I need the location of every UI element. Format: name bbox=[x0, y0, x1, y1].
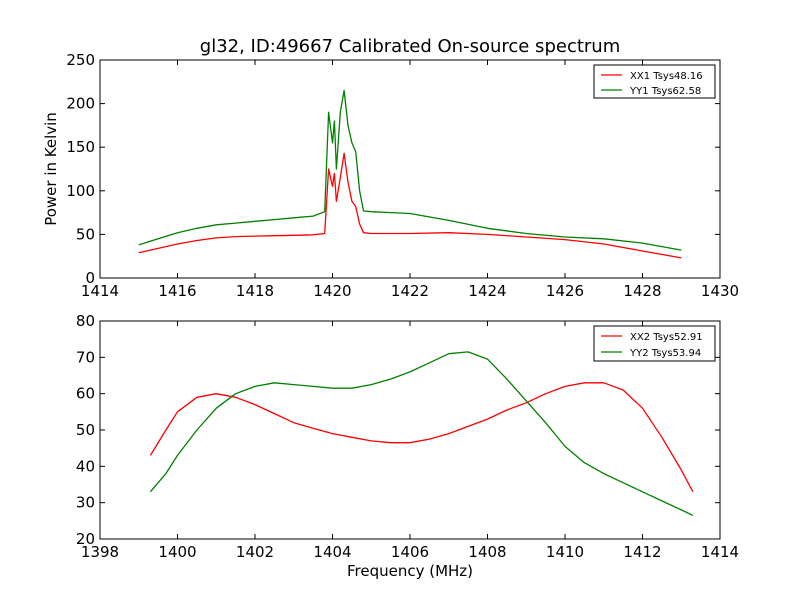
bottom-y-tick-label: 60 bbox=[76, 385, 95, 403]
top-x-tick-label: 1426 bbox=[546, 282, 584, 300]
top-x-tick-label: 1418 bbox=[236, 282, 274, 300]
top-x-ticks: 1414 1416 1418 1420 1422 1424 1426 1428 1430 bbox=[81, 60, 739, 300]
top-x-tick-label: 1424 bbox=[468, 282, 506, 300]
bottom-x-tick-label: 1406 bbox=[391, 543, 429, 561]
bottom-x-axis-label: Frequency (MHz) bbox=[347, 562, 473, 580]
bottom-legend: XX2 Tsys52.91 YY2 Tsys53.94 bbox=[593, 325, 716, 362]
top-x-tick-label: 1420 bbox=[313, 282, 351, 300]
top-y-tick-label: 200 bbox=[66, 95, 95, 113]
top-x-tick-label: 1430 bbox=[701, 282, 739, 300]
top-x-tick-label: 1414 bbox=[81, 282, 119, 300]
top-legend: XX1 Tsys48.16 YY1 Tsys62.58 bbox=[593, 64, 716, 99]
bottom-x-tick-label: 1400 bbox=[158, 543, 196, 561]
bottom-x-tick-label: 1402 bbox=[236, 543, 274, 561]
bottom-y-tick-label: 80 bbox=[76, 312, 95, 330]
top-spectrum-plot: 1414 1416 1418 1420 1422 1424 1426 1428 1430 0 50… bbox=[42, 51, 739, 300]
bottom-y-tick-label: 50 bbox=[76, 421, 95, 439]
top-x-tick-label: 1428 bbox=[623, 282, 661, 300]
top-y-tick-label: 250 bbox=[66, 51, 95, 69]
top-y-tick-label: 150 bbox=[66, 138, 95, 156]
top-series-line-yy1 bbox=[138, 89, 682, 251]
bottom-x-tick-label: 1404 bbox=[313, 543, 351, 561]
top-y-axis-label: Power in Kelvin bbox=[42, 112, 60, 226]
top-y-tick-label: 100 bbox=[66, 182, 95, 200]
top-x-tick-label: 1422 bbox=[391, 282, 429, 300]
top-y-tick-label: 0 bbox=[85, 269, 95, 287]
bottom-x-tick-label: 1414 bbox=[701, 543, 739, 561]
top-y-ticks: 0 50 100 150 200 250 bbox=[66, 51, 720, 287]
top-y-tick-label: 50 bbox=[76, 225, 95, 243]
legend-label-xx1: XX1 Tsys48.16 bbox=[630, 71, 703, 82]
bottom-y-tick-label: 70 bbox=[76, 348, 95, 366]
chart-title: gl32, ID:49667 Calibrated On-source spec… bbox=[200, 36, 620, 57]
bottom-x-tick-label: 1408 bbox=[468, 543, 506, 561]
bottom-series-line-yy2 bbox=[149, 351, 694, 516]
legend-label-yy1: YY1 Tsys62.58 bbox=[629, 86, 701, 97]
top-x-tick-label: 1416 bbox=[158, 282, 196, 300]
top-legend-box bbox=[593, 64, 716, 99]
legend-label-xx2: XX2 Tsys52.91 bbox=[630, 332, 703, 343]
bottom-x-tick-label: 1398 bbox=[81, 543, 119, 561]
bottom-x-tick-label: 1412 bbox=[623, 543, 661, 561]
bottom-x-tick-label: 1410 bbox=[546, 543, 584, 561]
legend-label-yy2: YY2 Tsys53.94 bbox=[629, 348, 701, 359]
top-series-line-xx1 bbox=[138, 152, 682, 259]
bottom-spectrum-plot: 1398 1400 1402 1404 1406 1408 1410 1412 1414 20 3… bbox=[76, 312, 739, 580]
bottom-x-ticks: 1398 1400 1402 1404 1406 1408 1410 1412 1414 bbox=[81, 321, 739, 561]
bottom-y-tick-label: 30 bbox=[76, 494, 95, 512]
bottom-y-tick-label: 40 bbox=[76, 457, 95, 475]
bottom-y-tick-label: 20 bbox=[76, 530, 95, 548]
top-series-lines bbox=[138, 89, 682, 259]
bottom-legend-box bbox=[593, 325, 716, 362]
bottom-series-lines bbox=[149, 351, 694, 516]
bottom-y-ticks: 20 30 40 50 60 70 80 bbox=[76, 312, 720, 548]
bottom-series-line-xx2 bbox=[149, 382, 694, 493]
